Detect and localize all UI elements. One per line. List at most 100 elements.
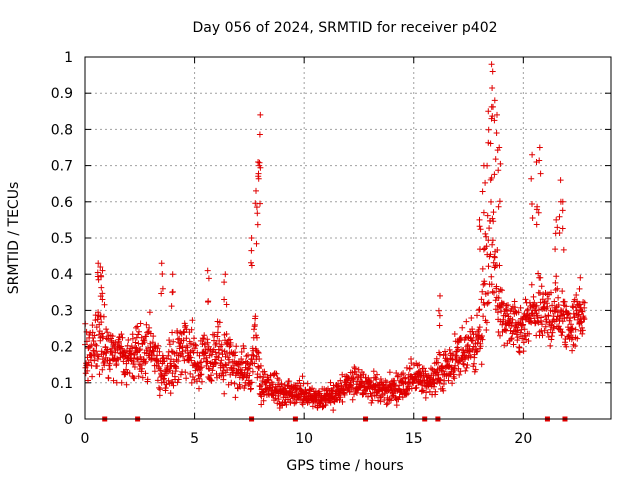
data-point bbox=[159, 285, 166, 292]
data-point bbox=[490, 259, 497, 266]
data-point bbox=[208, 377, 215, 384]
data-point bbox=[368, 399, 375, 406]
data-point bbox=[386, 369, 393, 376]
data-point bbox=[170, 338, 177, 345]
data-point bbox=[193, 342, 199, 349]
data-point bbox=[453, 354, 460, 360]
data-point bbox=[337, 394, 344, 401]
data-point bbox=[257, 200, 263, 207]
data-point bbox=[238, 349, 245, 355]
data-point bbox=[99, 366, 106, 373]
data-point bbox=[214, 329, 221, 336]
data-point bbox=[545, 312, 552, 319]
data-point bbox=[183, 326, 190, 333]
data-point bbox=[555, 294, 562, 301]
data-point bbox=[162, 385, 169, 391]
data-point bbox=[198, 364, 205, 371]
data-point bbox=[158, 290, 165, 297]
data-point bbox=[566, 317, 573, 324]
data-point bbox=[106, 366, 113, 373]
data-point bbox=[150, 333, 157, 340]
data-point bbox=[383, 401, 390, 408]
data-point bbox=[170, 382, 177, 389]
data-point bbox=[488, 198, 494, 205]
data-point bbox=[437, 292, 443, 299]
data-point bbox=[560, 246, 567, 253]
data-point bbox=[105, 336, 111, 343]
data-point bbox=[303, 389, 310, 396]
data-point bbox=[257, 373, 264, 380]
data-point bbox=[463, 364, 470, 371]
data-point bbox=[227, 339, 234, 346]
data-point bbox=[369, 397, 376, 404]
data-point bbox=[144, 376, 151, 383]
data-point bbox=[537, 299, 544, 306]
data-point bbox=[450, 371, 457, 378]
data-point bbox=[373, 392, 380, 399]
data-point bbox=[511, 298, 518, 305]
data-point bbox=[539, 321, 545, 328]
data-point bbox=[251, 321, 258, 328]
data-point bbox=[198, 359, 205, 366]
data-point bbox=[96, 371, 103, 378]
data-point bbox=[377, 398, 384, 405]
data-point bbox=[96, 331, 102, 338]
data-point bbox=[309, 403, 316, 410]
data-point bbox=[251, 360, 258, 367]
data-point bbox=[477, 226, 484, 233]
data-point bbox=[477, 343, 484, 350]
data-point bbox=[351, 391, 357, 398]
data-point bbox=[491, 254, 498, 261]
y-tick-label: 0 bbox=[64, 412, 73, 428]
data-point bbox=[198, 371, 205, 378]
data-point bbox=[494, 247, 501, 253]
data-point bbox=[196, 385, 202, 392]
data-point bbox=[156, 384, 162, 391]
data-point bbox=[249, 351, 256, 358]
data-point bbox=[479, 265, 486, 272]
data-point bbox=[98, 284, 105, 291]
data-point bbox=[496, 262, 503, 269]
data-point bbox=[260, 397, 267, 404]
data-point bbox=[488, 175, 495, 181]
data-point bbox=[150, 348, 157, 355]
data-point bbox=[254, 210, 261, 217]
data-point bbox=[501, 342, 508, 349]
data-point bbox=[416, 361, 423, 368]
data-point bbox=[287, 399, 294, 406]
data-point bbox=[487, 251, 494, 258]
data-point bbox=[90, 338, 97, 344]
data-point bbox=[248, 262, 255, 269]
data-point bbox=[368, 378, 374, 384]
y-tick-label: 0.9 bbox=[51, 86, 73, 102]
data-point bbox=[499, 287, 505, 294]
data-point bbox=[100, 334, 107, 340]
data-point bbox=[537, 170, 544, 177]
data-point bbox=[497, 160, 504, 167]
data-point bbox=[91, 332, 98, 339]
data-point bbox=[525, 338, 532, 344]
data-point bbox=[286, 378, 293, 385]
data-point bbox=[572, 343, 579, 349]
data-point bbox=[136, 347, 143, 354]
data-point bbox=[125, 337, 132, 343]
y-tick-label: 1 bbox=[64, 50, 73, 66]
data-point bbox=[548, 289, 554, 296]
data-point bbox=[476, 306, 483, 313]
data-point bbox=[248, 247, 255, 254]
data-point bbox=[393, 402, 400, 409]
data-point bbox=[248, 385, 254, 392]
data-point bbox=[188, 379, 195, 386]
data-point bbox=[483, 327, 490, 333]
data-point bbox=[255, 173, 262, 180]
data-point bbox=[483, 243, 490, 250]
data-point bbox=[142, 360, 148, 367]
data-point bbox=[216, 337, 223, 344]
data-point bbox=[502, 306, 509, 313]
data-point bbox=[485, 126, 492, 133]
data-point bbox=[533, 221, 540, 228]
data-point bbox=[205, 275, 212, 282]
data-point bbox=[204, 339, 211, 346]
data-point bbox=[489, 85, 496, 91]
data-point bbox=[158, 371, 165, 378]
